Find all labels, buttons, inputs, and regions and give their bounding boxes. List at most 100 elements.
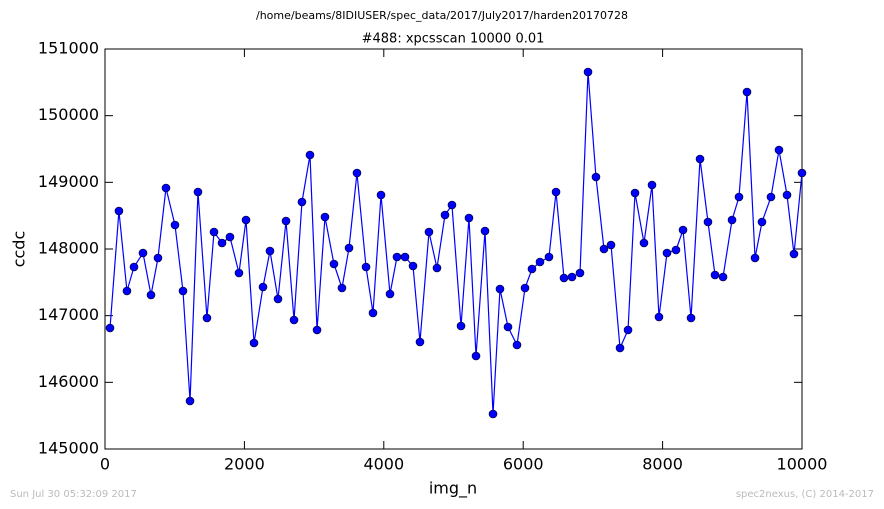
data-point	[225, 232, 235, 242]
data-point	[734, 192, 744, 202]
data-point	[440, 210, 450, 220]
x-tick-label: 8000	[642, 455, 683, 474]
data-point	[385, 289, 395, 299]
data-point	[305, 150, 315, 160]
plot-frame	[104, 48, 803, 450]
data-point	[265, 246, 275, 256]
data-point	[408, 261, 418, 271]
suptitle: /home/beams/8IDIUSER/spec_data/2017/July…	[256, 9, 628, 22]
data-point	[766, 192, 776, 202]
data-point	[352, 168, 362, 178]
data-point	[782, 190, 792, 200]
data-point	[654, 312, 664, 322]
data-point	[495, 284, 505, 294]
data-point	[297, 197, 307, 207]
data-point	[114, 206, 124, 216]
data-point	[471, 351, 481, 361]
footer-right: spec2nexus, (C) 2014-2017	[736, 489, 874, 500]
data-point	[424, 227, 434, 237]
data-point	[185, 396, 195, 406]
data-point	[559, 273, 569, 283]
data-point	[671, 245, 681, 255]
data-point	[757, 217, 767, 227]
data-point	[615, 343, 625, 353]
data-point	[647, 180, 657, 190]
data-point	[415, 337, 425, 347]
data-point	[456, 321, 466, 331]
data-point	[193, 187, 203, 197]
data-point	[599, 244, 609, 254]
x-tick-label: 0	[100, 455, 110, 474]
data-point	[258, 282, 268, 292]
data-point	[774, 145, 784, 155]
data-point	[170, 220, 180, 230]
data-point	[146, 290, 156, 300]
data-point	[464, 213, 474, 223]
data-point	[344, 243, 354, 253]
data-point	[234, 268, 244, 278]
data-point	[710, 270, 720, 280]
data-point	[312, 325, 322, 335]
data-point	[202, 313, 212, 323]
data-point	[368, 308, 378, 318]
data-point	[606, 240, 616, 250]
data-point	[718, 272, 728, 282]
y-tick-label: 148000	[38, 239, 99, 258]
data-point	[249, 338, 259, 348]
data-point	[695, 154, 705, 164]
x-tick-label: 10000	[777, 455, 828, 474]
footer-left: Sun Jul 30 05:32:09 2017	[10, 489, 137, 500]
data-point	[361, 262, 371, 272]
x-tick-label: 6000	[503, 455, 544, 474]
data-point	[129, 262, 139, 272]
data-point	[392, 252, 402, 262]
y-tick-label: 145000	[38, 439, 99, 458]
data-point	[662, 248, 672, 258]
data-point	[678, 225, 688, 235]
data-point	[567, 272, 577, 282]
data-point	[512, 340, 522, 350]
data-point	[138, 248, 148, 258]
data-point	[178, 286, 188, 296]
data-point	[750, 253, 760, 263]
x-axis-label: img_n	[429, 479, 477, 499]
data-point	[575, 268, 585, 278]
data-point	[591, 172, 601, 182]
data-point	[161, 183, 171, 193]
data-point	[527, 264, 537, 274]
data-point	[503, 322, 513, 332]
data-point	[544, 252, 554, 262]
data-point	[320, 212, 330, 222]
x-tick-label: 2000	[224, 455, 265, 474]
y-tick-label: 147000	[38, 305, 99, 324]
y-tick-label: 151000	[38, 39, 99, 58]
data-point	[686, 313, 696, 323]
data-point	[400, 252, 410, 262]
data-point	[583, 67, 593, 77]
data-point	[209, 227, 219, 237]
data-point	[488, 409, 498, 419]
data-point	[535, 257, 545, 267]
data-point	[329, 259, 339, 269]
y-tick-label: 150000	[38, 105, 99, 124]
chart-title: #488: xpcsscan 10000 0.01	[362, 32, 545, 47]
data-point	[241, 215, 251, 225]
data-point	[703, 217, 713, 227]
data-point	[273, 294, 283, 304]
data-point	[520, 283, 530, 293]
data-point	[623, 325, 633, 335]
data-point	[337, 283, 347, 293]
y-tick-label: 149000	[38, 172, 99, 191]
data-point	[217, 238, 227, 248]
data-point	[376, 190, 386, 200]
data-point	[551, 187, 561, 197]
y-axis-label: ccdc	[10, 231, 29, 268]
data-point	[727, 215, 737, 225]
data-point	[105, 323, 115, 333]
data-point	[742, 87, 752, 97]
data-point	[281, 216, 291, 226]
data-point	[480, 226, 490, 236]
data-point	[630, 188, 640, 198]
data-point	[153, 253, 163, 263]
